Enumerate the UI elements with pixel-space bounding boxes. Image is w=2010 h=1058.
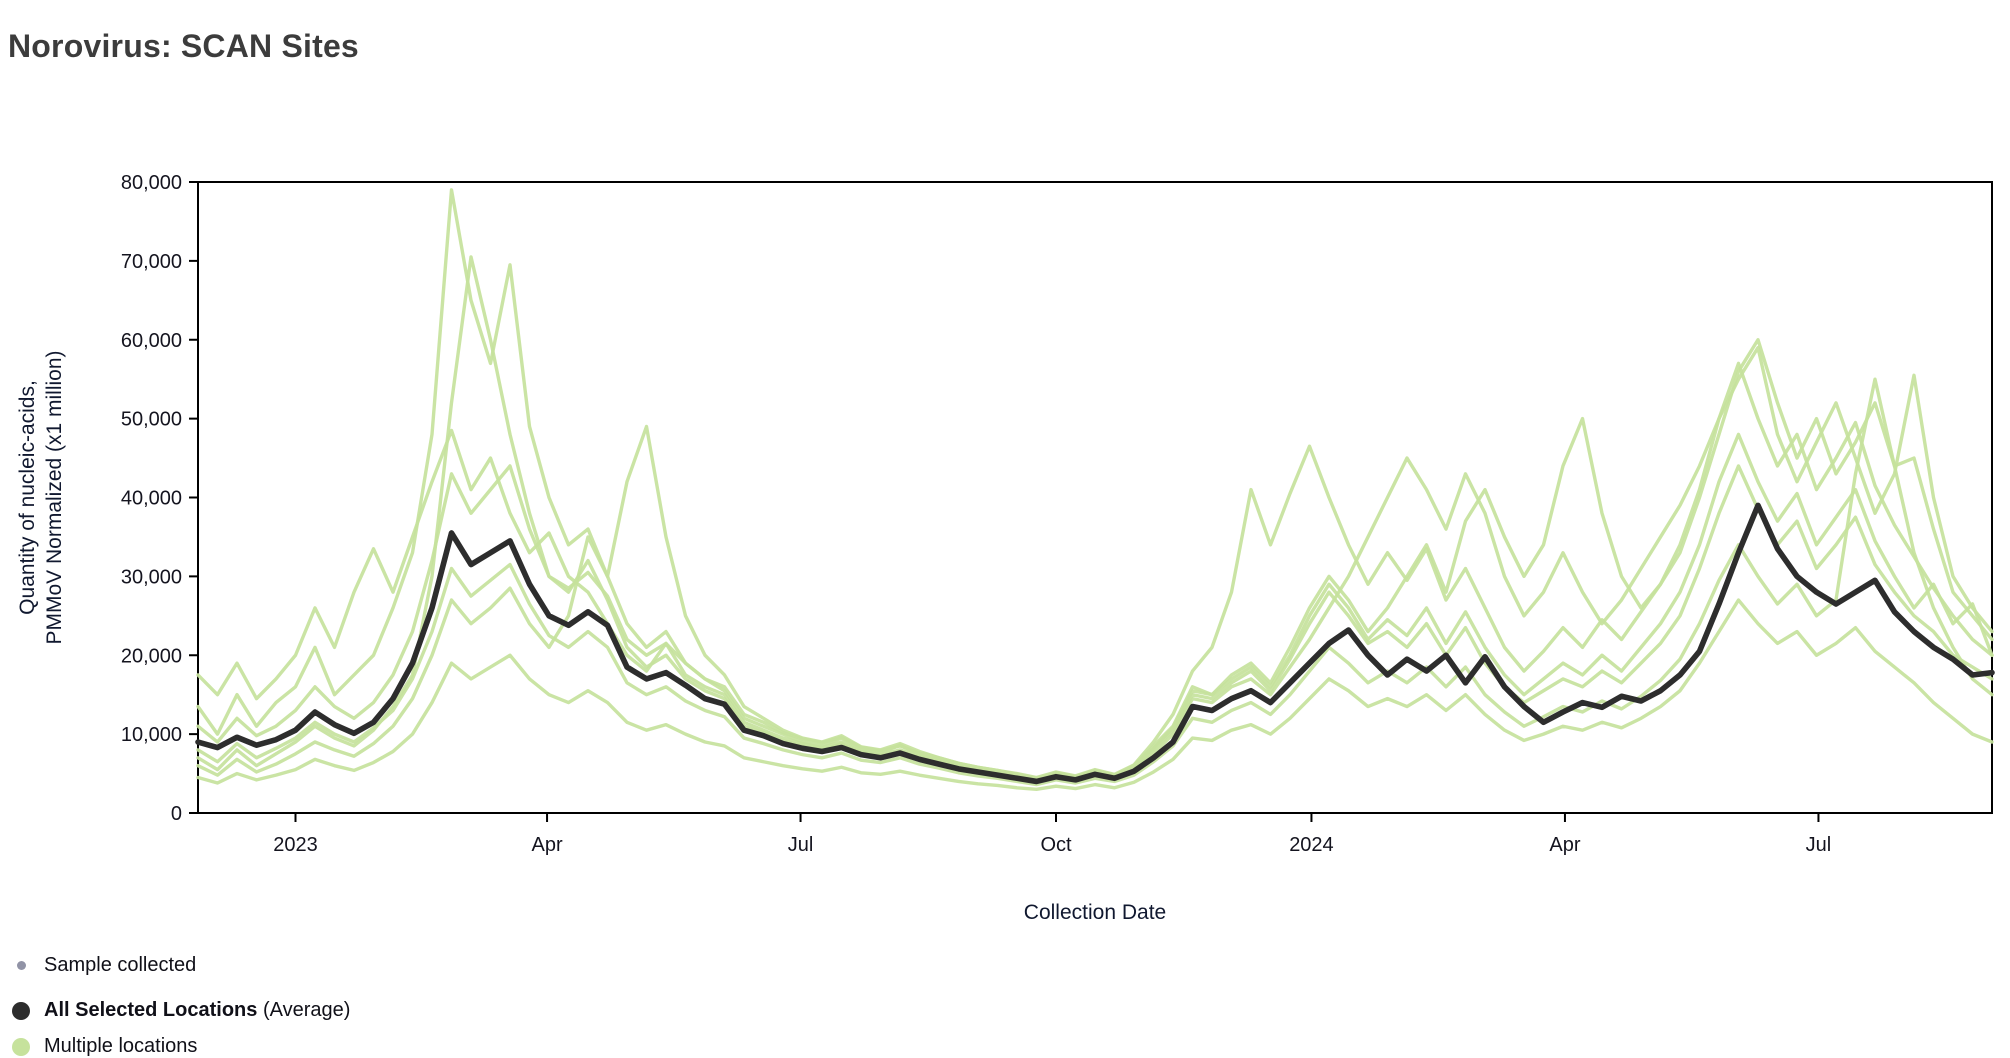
x-axis-title: Collection Date: [1023, 901, 1167, 924]
site-line: [196, 428, 1994, 782]
legend-label-average-suffix: (Average): [257, 999, 351, 1021]
y-tick-label: 70,000: [121, 251, 182, 273]
timeseries-chart[interactable]: 0 10,000 20,000 30,000 40,000 50,000 60,000 70,…: [0, 0, 2010, 880]
legend-row-sample: Sample collected: [12, 954, 350, 977]
y-axis-title-line1: Quantity of nucleic-acids,: [16, 380, 39, 615]
legend-row-locations: Multiple locations: [12, 1035, 350, 1058]
y-axis-title: Quantity of nucleic-acids, PMMoV Normali…: [14, 182, 69, 813]
average-line: [195, 502, 1995, 785]
site-line: [196, 598, 1994, 792]
x-tick-label: Apr: [1549, 834, 1580, 856]
y-axis-title-line2: PMMoV Normalized (x1 million): [43, 350, 67, 645]
average-line-dot-icon: [12, 1001, 30, 1020]
multiple-locations-dot-icon: [12, 1037, 30, 1056]
y-tick-label: 30,000: [121, 566, 182, 588]
y-tick-label: 40,000: [121, 488, 182, 510]
y-tick-label: 60,000: [121, 330, 182, 352]
x-tick-label: Oct: [1040, 834, 1072, 856]
y-tick-label: 50,000: [121, 409, 182, 431]
legend-row-average: All Selected Locations (Average): [12, 999, 350, 1022]
y-tick-label: 0: [171, 803, 182, 825]
x-tick-label: Jul: [1806, 834, 1832, 856]
site-line: [196, 377, 1994, 787]
page-title: Norovirus: SCAN Sites: [8, 28, 359, 64]
y-tick-label: 80,000: [121, 172, 182, 194]
site-line: [196, 361, 1994, 780]
legend-label-locations: Multiple locations: [44, 1035, 198, 1057]
x-tick-label: Apr: [531, 834, 562, 856]
legend-label-average-name: All Selected Locations: [44, 999, 258, 1021]
legend-label-sample: Sample collected: [44, 954, 197, 976]
x-tick-label: 2023: [273, 834, 318, 856]
legend-label-average: All Selected Locations (Average): [44, 999, 350, 1022]
x-tick-label: Jul: [788, 834, 814, 856]
site-line: [196, 255, 1994, 783]
y-tick-label: 20,000: [121, 645, 182, 667]
sample-collected-dot-icon: [17, 961, 26, 970]
x-tick-label: 2024: [1289, 834, 1334, 856]
y-tick-label: 10,000: [121, 724, 182, 746]
chart-legend: Sample collected All Selected Locations …: [12, 954, 350, 1058]
